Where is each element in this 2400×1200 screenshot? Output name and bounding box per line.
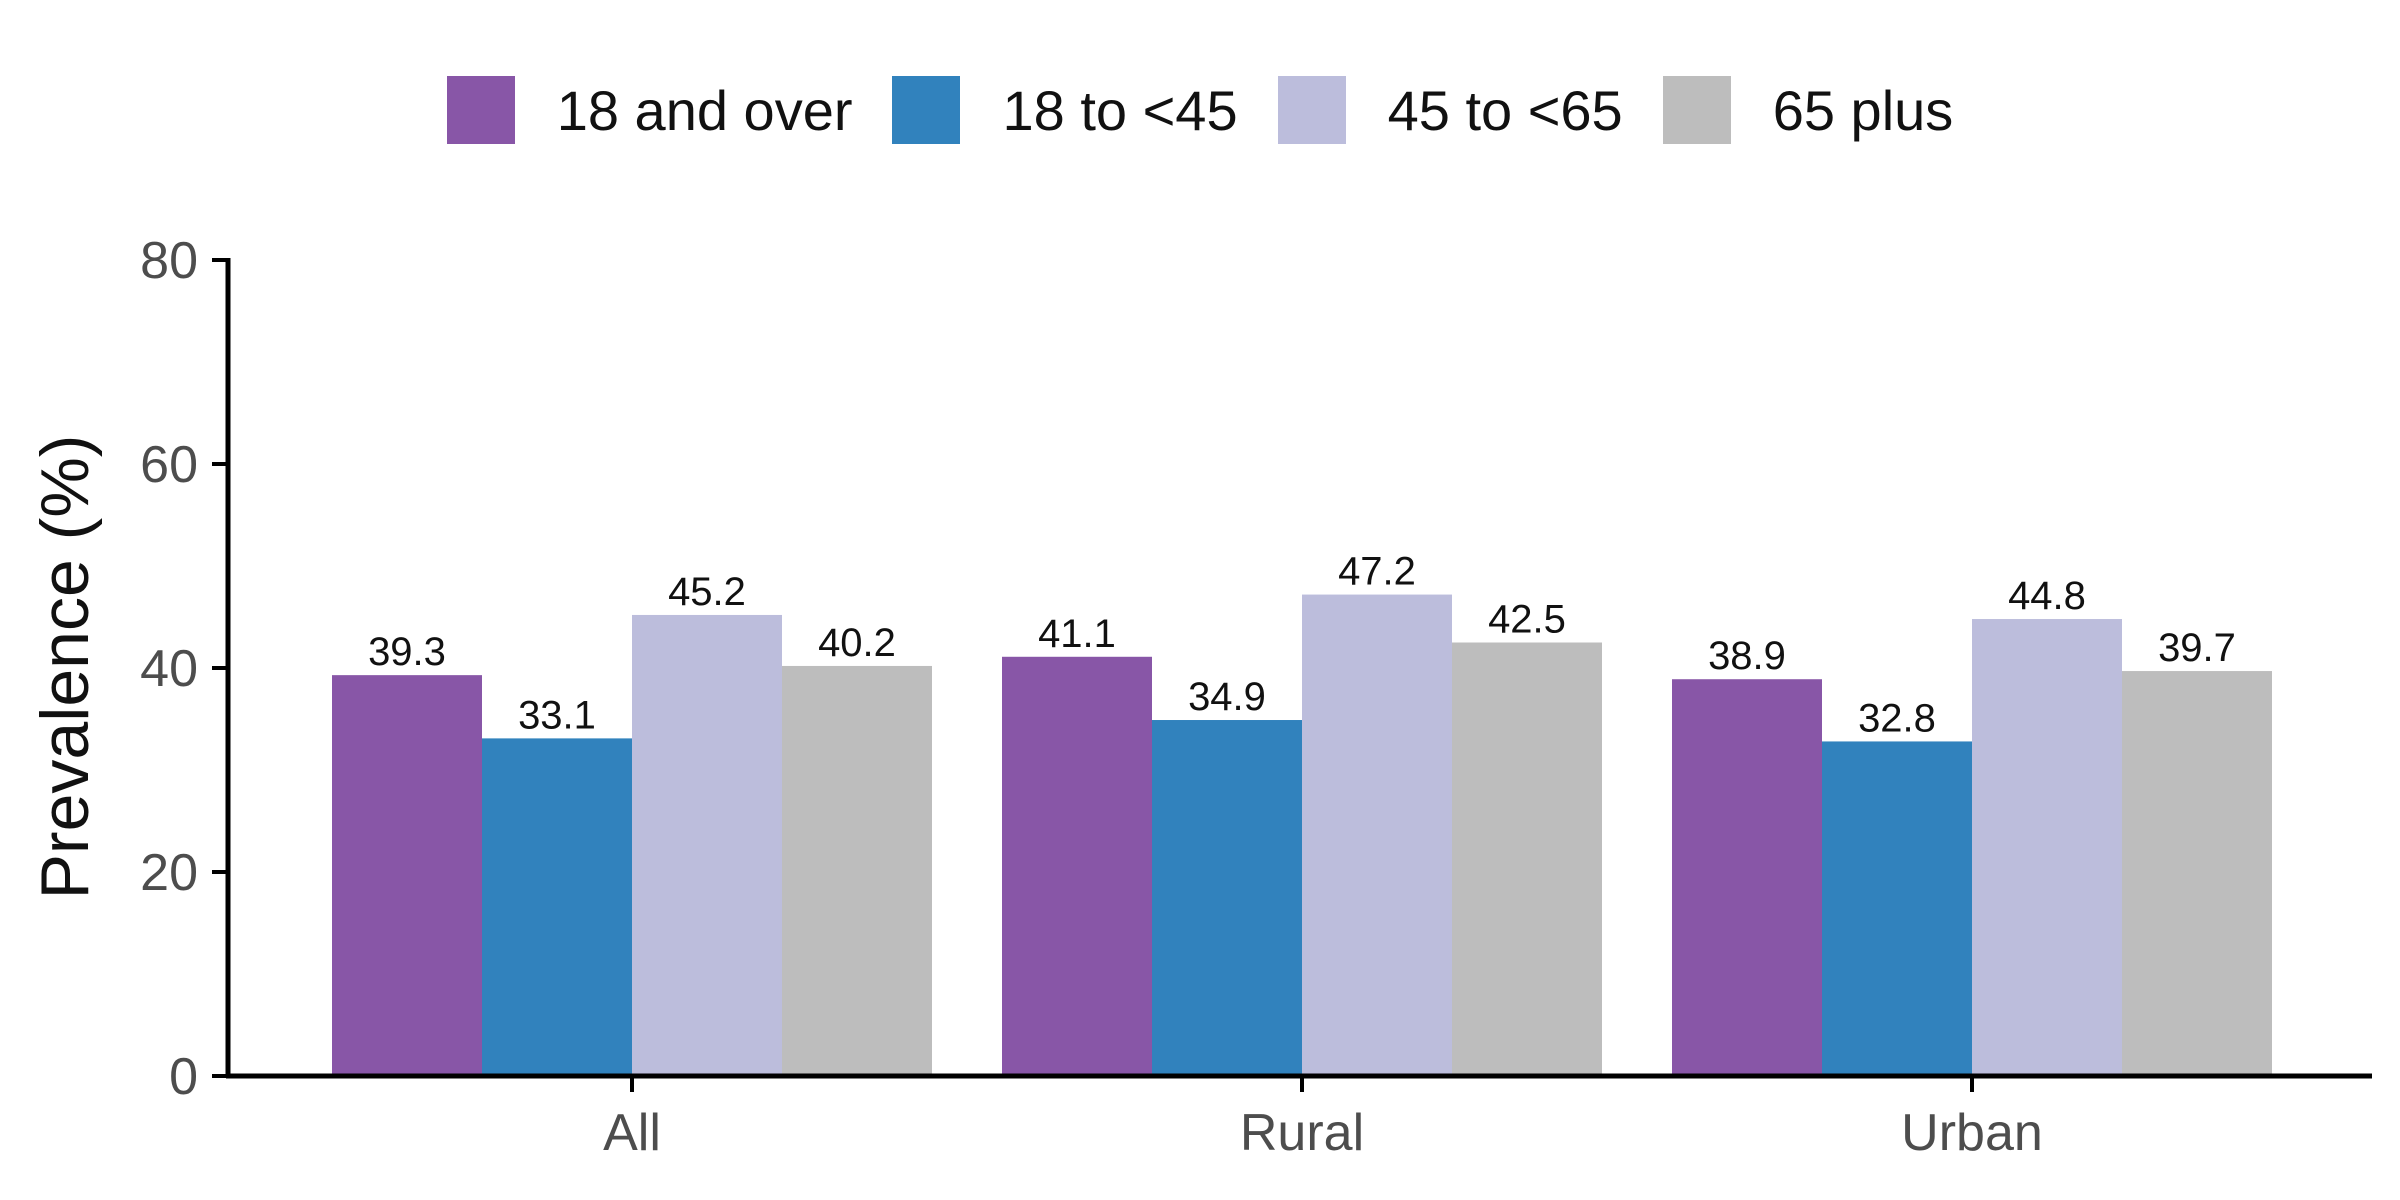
legend-item: 18 to <45 [892,76,1238,144]
legend-swatch [1277,76,1346,144]
data-label: 33.1 [518,693,596,737]
data-label: 34.9 [1188,675,1266,719]
y-tick-label: 40 [140,640,198,698]
legend-item: 18 and over [446,76,853,144]
bar [2122,671,2272,1076]
bar [1452,642,1602,1076]
bar [1672,679,1822,1076]
data-label: 32.8 [1858,696,1936,740]
data-label: 47.2 [1338,550,1416,594]
legend-item: 65 plus [1662,76,1954,144]
legend-label: 18 and over [556,78,853,142]
data-label: 42.5 [1488,598,1566,642]
bar [332,675,482,1076]
bars-group: 39.3 33.1 45.2 40.2 41.1 34.9 47.2 42.5 38.9 32.8… [332,550,2272,1076]
y-tick-label: 80 [140,232,198,290]
bar [782,665,932,1076]
y-tick-label: 60 [140,436,198,494]
legend-swatch [1662,76,1731,144]
legend-swatch [446,76,515,144]
y-axis-title: Prevalence (%) [27,435,103,900]
legend-label: 45 to <65 [1387,78,1623,142]
bar [1302,594,1452,1076]
x-tick-label: All [603,1104,661,1162]
data-label: 39.7 [2158,626,2236,670]
x-tick-label: Rural [1240,1104,1364,1162]
axes-group: 0 20 40 60 80 All Rural Urban [140,232,2372,1162]
bar [1972,619,2122,1076]
data-label: 44.8 [2008,574,2086,618]
legend-label: 65 plus [1772,78,1954,142]
data-label: 39.3 [368,630,446,674]
data-label: 41.1 [1038,612,1116,656]
x-tick-label: Urban [1901,1104,2043,1162]
bar [1002,656,1152,1076]
legend-item: 45 to <65 [1277,76,1623,144]
data-label: 45.2 [668,570,746,614]
bar [632,614,782,1076]
bar [1152,720,1302,1076]
data-label: 38.9 [1708,634,1786,678]
bar [482,738,632,1076]
legend: 18 and over 18 to <45 45 to <65 65 plus [0,70,2400,150]
bar [1822,741,1972,1076]
y-tick-label: 20 [140,844,198,902]
legend-label: 18 to <45 [1002,78,1238,142]
y-tick-label: 0 [169,1048,198,1106]
legend-swatch [892,76,961,144]
data-label: 40.2 [818,621,896,665]
